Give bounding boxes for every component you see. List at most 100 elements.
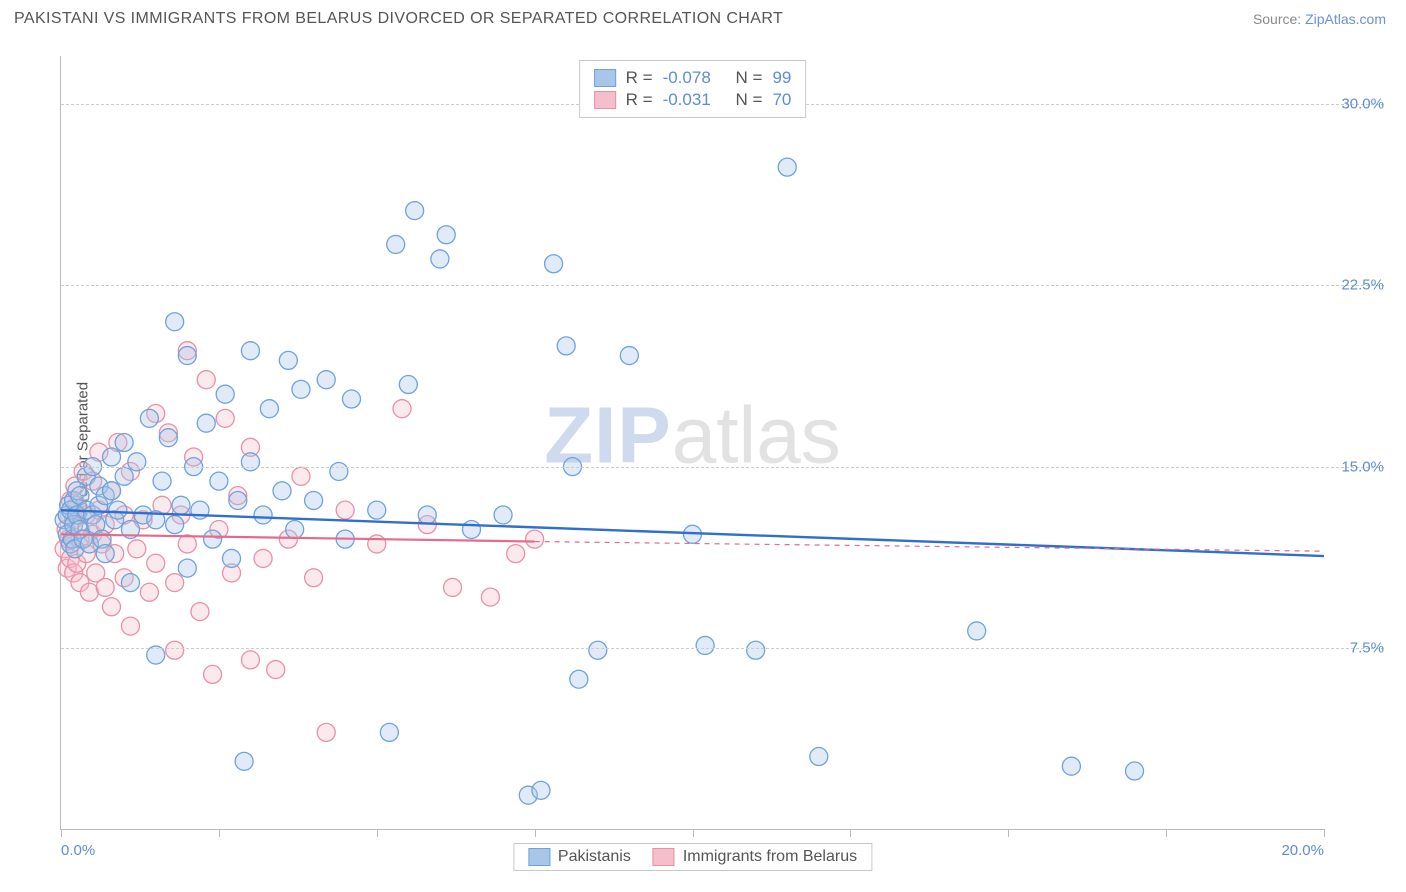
scatter-point bbox=[778, 158, 796, 176]
scatter-point bbox=[216, 385, 234, 403]
scatter-point bbox=[444, 578, 462, 596]
scatter-point bbox=[147, 554, 165, 572]
scatter-point bbox=[241, 651, 259, 669]
x-tick bbox=[850, 829, 851, 837]
legend-swatch-series1 bbox=[594, 69, 616, 87]
r-value-series2: -0.031 bbox=[663, 90, 711, 110]
scatter-point bbox=[305, 491, 323, 509]
scatter-point bbox=[437, 226, 455, 244]
scatter-point bbox=[115, 434, 133, 452]
scatter-point bbox=[166, 516, 184, 534]
gridline bbox=[61, 467, 1384, 468]
scatter-point bbox=[96, 545, 114, 563]
scatter-point bbox=[387, 235, 405, 253]
x-tick bbox=[219, 829, 220, 837]
scatter-point bbox=[968, 622, 986, 640]
scatter-point bbox=[204, 665, 222, 683]
scatter-point bbox=[368, 501, 386, 519]
plot-area: ZIPatlas R = -0.078 N = 99 R = -0.031 N … bbox=[60, 56, 1324, 830]
scatter-point bbox=[368, 535, 386, 553]
scatter-point bbox=[481, 588, 499, 606]
legend-item-series1: Pakistanis bbox=[528, 848, 631, 866]
scatter-point bbox=[166, 574, 184, 592]
legend-item-series2: Immigrants from Belarus bbox=[653, 848, 857, 866]
scatter-point bbox=[197, 414, 215, 432]
n-value-series2: 70 bbox=[772, 90, 791, 110]
y-tick-label: 22.5% bbox=[1341, 277, 1384, 294]
scatter-point bbox=[526, 530, 544, 548]
scatter-point bbox=[279, 351, 297, 369]
r-value-series1: -0.078 bbox=[663, 68, 711, 88]
scatter-point bbox=[109, 501, 127, 519]
scatter-point bbox=[128, 453, 146, 471]
scatter-point bbox=[103, 598, 121, 616]
scatter-point bbox=[140, 583, 158, 601]
scatter-point bbox=[273, 482, 291, 500]
scatter-point bbox=[342, 390, 360, 408]
scatter-point bbox=[267, 661, 285, 679]
scatter-point bbox=[330, 462, 348, 480]
scatter-point bbox=[103, 448, 121, 466]
scatter-point bbox=[115, 467, 133, 485]
scatter-point bbox=[103, 482, 121, 500]
scatter-point bbox=[178, 347, 196, 365]
scatter-svg bbox=[61, 56, 1324, 829]
scatter-point bbox=[260, 400, 278, 418]
scatter-point bbox=[431, 250, 449, 268]
scatter-point bbox=[235, 752, 253, 770]
scatter-point bbox=[204, 530, 222, 548]
x-tick bbox=[61, 829, 62, 837]
scatter-point bbox=[532, 781, 550, 799]
scatter-point bbox=[589, 641, 607, 659]
scatter-point bbox=[128, 540, 146, 558]
chart-container: Divorced or Separated ZIPatlas R = -0.07… bbox=[14, 36, 1392, 878]
scatter-point bbox=[292, 380, 310, 398]
legend-swatch-series1 bbox=[528, 848, 550, 866]
gridline bbox=[61, 648, 1384, 649]
legend-swatch-series2 bbox=[594, 91, 616, 109]
regression-line bbox=[61, 510, 1324, 556]
n-label: N = bbox=[736, 68, 763, 88]
series-legend: Pakistanis Immigrants from Belarus bbox=[513, 843, 872, 871]
scatter-point bbox=[1062, 757, 1080, 775]
scatter-point bbox=[570, 670, 588, 688]
scatter-point bbox=[254, 506, 272, 524]
x-tick bbox=[535, 829, 536, 837]
scatter-point bbox=[210, 472, 228, 490]
legend-swatch-series2 bbox=[653, 848, 675, 866]
scatter-point bbox=[178, 559, 196, 577]
scatter-point bbox=[166, 313, 184, 331]
scatter-point bbox=[96, 578, 114, 596]
source-label: Source: bbox=[1253, 11, 1305, 27]
legend-label-series2: Immigrants from Belarus bbox=[683, 848, 857, 866]
y-tick-label: 7.5% bbox=[1350, 639, 1384, 656]
scatter-point bbox=[241, 453, 259, 471]
chart-title: PAKISTANI VS IMMIGRANTS FROM BELARUS DIV… bbox=[14, 10, 783, 28]
correlation-legend: R = -0.078 N = 99 R = -0.031 N = 70 bbox=[579, 60, 807, 118]
r-label: R = bbox=[626, 90, 653, 110]
n-label: N = bbox=[736, 90, 763, 110]
gridline bbox=[61, 285, 1384, 286]
x-tick bbox=[1008, 829, 1009, 837]
x-tick-label: 20.0% bbox=[1281, 842, 1324, 859]
scatter-point bbox=[696, 636, 714, 654]
n-value-series1: 99 bbox=[772, 68, 791, 88]
scatter-point bbox=[545, 255, 563, 273]
scatter-point bbox=[317, 371, 335, 389]
legend-row-series2: R = -0.031 N = 70 bbox=[594, 89, 792, 111]
scatter-point bbox=[1126, 762, 1144, 780]
scatter-point bbox=[140, 409, 158, 427]
scatter-point bbox=[286, 520, 304, 538]
scatter-point bbox=[418, 506, 436, 524]
scatter-point bbox=[197, 371, 215, 389]
scatter-point bbox=[305, 569, 323, 587]
scatter-point bbox=[172, 496, 190, 514]
scatter-point bbox=[216, 409, 234, 427]
scatter-point bbox=[336, 501, 354, 519]
scatter-point bbox=[241, 342, 259, 360]
scatter-point bbox=[178, 535, 196, 553]
scatter-point bbox=[393, 400, 411, 418]
y-tick-label: 15.0% bbox=[1341, 458, 1384, 475]
scatter-point bbox=[317, 723, 335, 741]
source-link[interactable]: ZipAtlas.com bbox=[1305, 11, 1386, 27]
